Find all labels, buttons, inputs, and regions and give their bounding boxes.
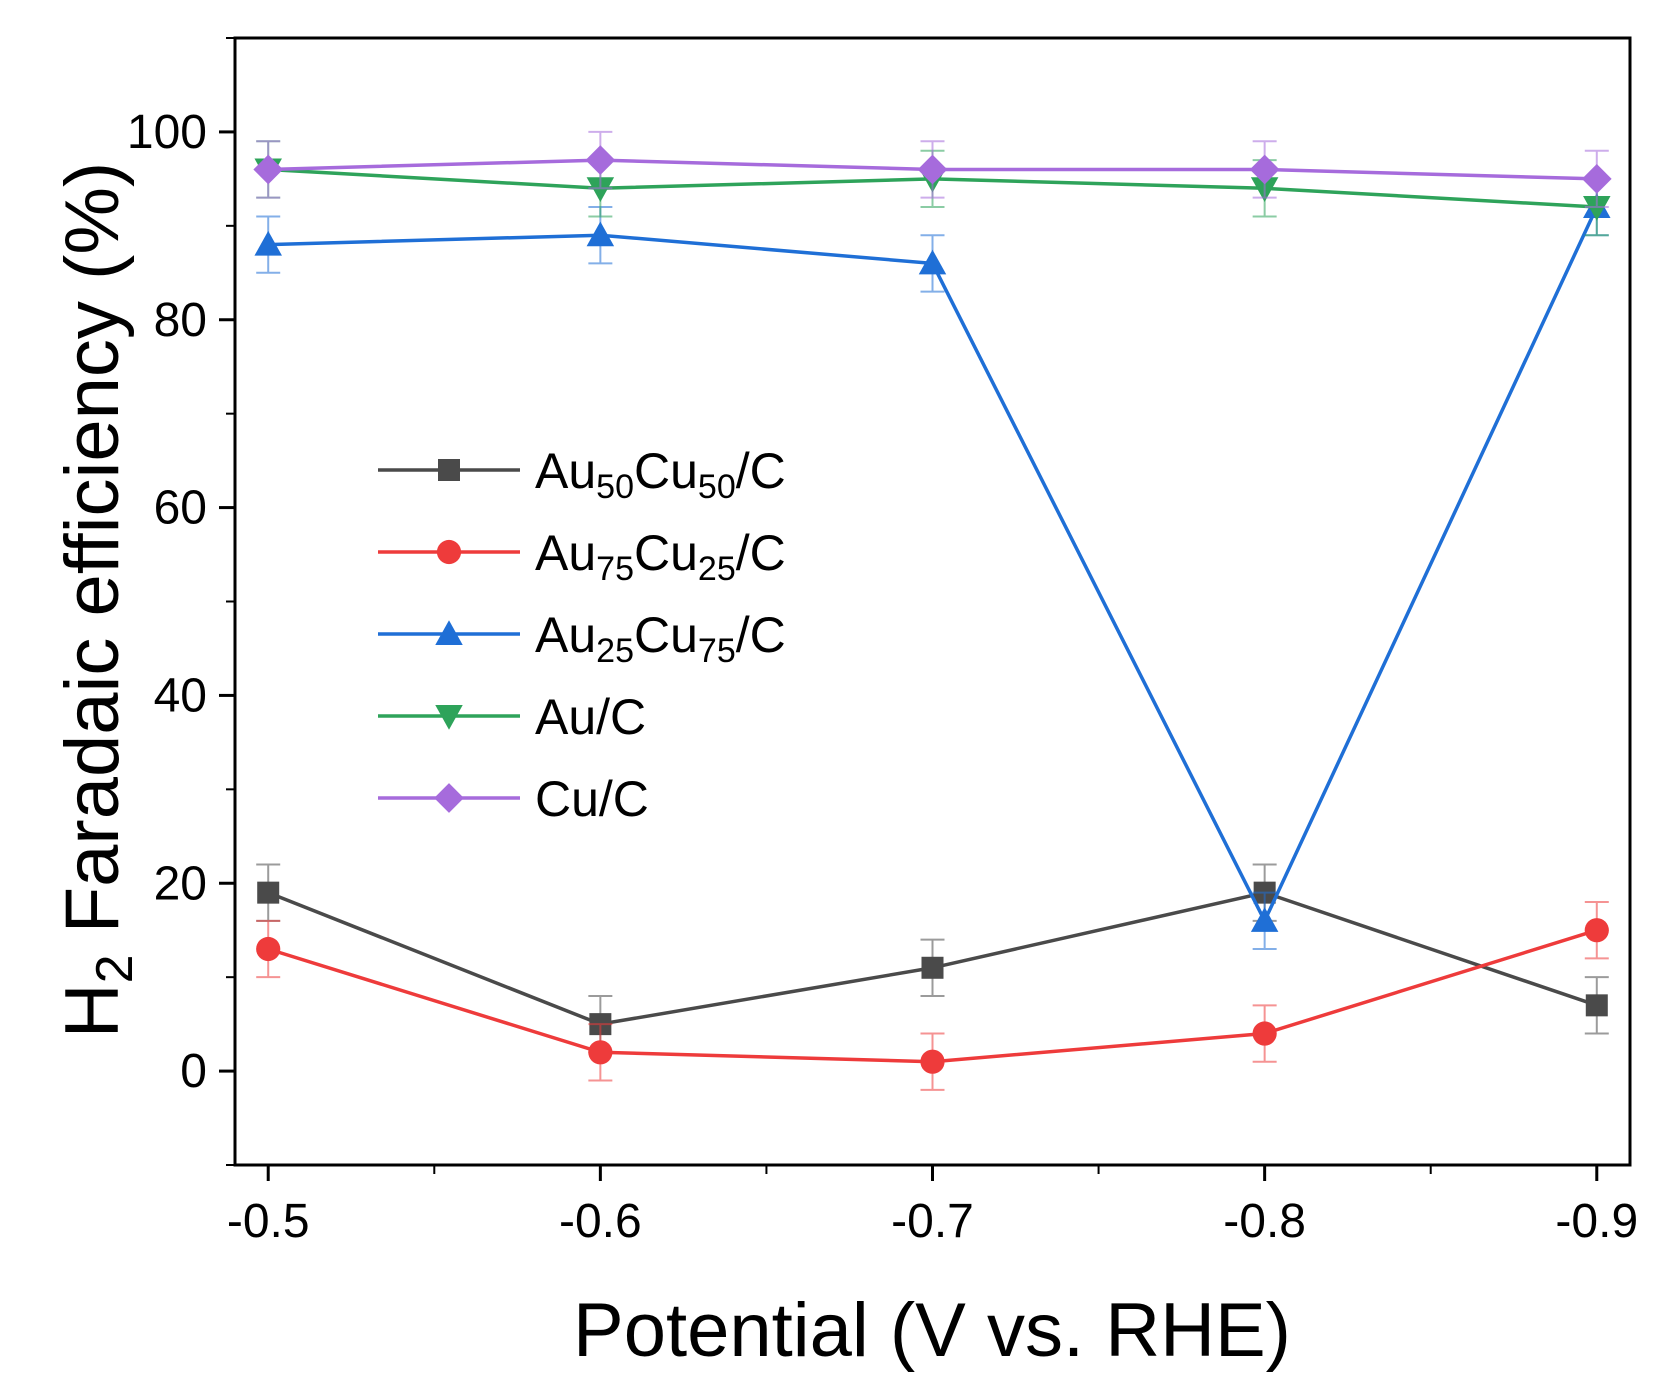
data-point-au25cu75-c xyxy=(1250,907,1279,932)
legend-marker xyxy=(438,459,460,481)
data-point-au25cu75-c xyxy=(254,230,282,256)
legend-label-part: Au xyxy=(535,607,596,663)
legend-label-part: Cu/C xyxy=(535,771,649,827)
series-au50cu50-c xyxy=(256,863,1609,1054)
data-point-au25cu75-c xyxy=(586,221,615,247)
y-axis-title-main: H xyxy=(50,983,135,1038)
legend-label-part: Cu xyxy=(634,525,698,581)
data-point-cu-c xyxy=(917,154,948,185)
legend-label-subscript: 50 xyxy=(596,468,634,506)
data-point-au50cu50-c xyxy=(1585,994,1608,1017)
legend-label-part: Au xyxy=(535,525,596,581)
series-au25cu75-c xyxy=(254,177,1611,950)
data-point-au-c xyxy=(586,177,615,203)
legend-entry-au50cu50-c: Au50Cu50/C xyxy=(378,443,786,506)
legend-label-subscript: 25 xyxy=(698,550,736,588)
legend-marker xyxy=(435,620,463,645)
data-point-au75cu25-c xyxy=(1252,1021,1277,1046)
y-tick-label: 0 xyxy=(180,1045,207,1098)
legend-marker xyxy=(434,783,464,813)
data-point-cu-c xyxy=(1581,164,1612,194)
y-tick-label: 20 xyxy=(154,857,207,910)
x-axis-title: Potential (V vs. RHE) xyxy=(573,1288,1291,1373)
legend-label-subscript: 50 xyxy=(698,468,736,506)
data-point-au25cu75-c xyxy=(918,249,947,275)
legend-label-part: Cu xyxy=(634,443,698,499)
x-tick-label: -0.6 xyxy=(559,1195,642,1248)
legend-label: Au25Cu75/C xyxy=(535,607,786,670)
legend-label: Au50Cu50/C xyxy=(535,443,786,506)
series-line-au25cu75-c xyxy=(268,206,1599,925)
data-point-cu-c xyxy=(585,145,616,175)
legend-label: Au/C xyxy=(535,689,646,745)
legend-label-part: /C xyxy=(736,607,786,663)
legend-label: Cu/C xyxy=(535,771,649,827)
data-point-au-c xyxy=(1583,196,1611,221)
y-axis-title-subscript: 2 xyxy=(86,954,144,983)
legend-label-part: Au/C xyxy=(535,689,646,745)
data-point-au75cu25-c xyxy=(256,936,281,962)
data-point-au75cu25-c xyxy=(920,1049,945,1074)
legend-entry-au75cu25-c: Au75Cu25/C xyxy=(378,525,786,588)
x-tick-label: -0.8 xyxy=(1223,1195,1306,1248)
y-tick-label: 80 xyxy=(154,294,207,347)
legend-label-subscript: 25 xyxy=(596,632,634,670)
y-tick-label: 40 xyxy=(154,669,207,722)
legend-entry-au-c: Au/C xyxy=(378,689,646,745)
data-point-au75cu25-c xyxy=(588,1040,613,1065)
data-point-au75cu25-c xyxy=(1584,918,1609,943)
legend-marker xyxy=(436,539,462,565)
series-layer xyxy=(253,130,1612,1091)
y-axis-title-rest: Faradaic efficiency (%) xyxy=(50,162,135,955)
data-point-cu-c xyxy=(1249,154,1280,185)
series-cu-c xyxy=(253,130,1612,209)
y-tick-label: 60 xyxy=(154,482,207,535)
legend-marker xyxy=(435,705,463,730)
x-tick-label: -0.5 xyxy=(227,1195,310,1248)
y-tick-label: 100 xyxy=(127,106,207,159)
data-point-au50cu50-c xyxy=(257,881,280,904)
legend-label-part: Cu xyxy=(634,607,698,663)
legend-label-part: Au xyxy=(535,443,596,499)
legend-label-subscript: 75 xyxy=(698,632,736,670)
x-tick-label: -0.7 xyxy=(891,1195,974,1248)
legend-entry-au25cu75-c: Au25Cu75/C xyxy=(378,607,786,670)
x-tick-label: -0.9 xyxy=(1555,1195,1638,1248)
legend-label: Au75Cu25/C xyxy=(535,525,786,588)
legend-label-part: /C xyxy=(736,525,786,581)
legend-entry-cu-c: Cu/C xyxy=(378,771,649,827)
series-au75cu25-c xyxy=(256,901,1609,1091)
data-point-au50cu50-c xyxy=(921,956,944,979)
axis-ticks: -0.5 -0.6 -0.7 -0.8 -0.9 0 20 40 60 80 100 xyxy=(127,37,1638,1248)
y-axis-title: H2 Faradaic efficiency (%) xyxy=(50,162,144,1038)
legend-label-subscript: 75 xyxy=(596,550,634,588)
data-point-cu-c xyxy=(253,154,284,185)
legend-label-part: /C xyxy=(736,443,786,499)
